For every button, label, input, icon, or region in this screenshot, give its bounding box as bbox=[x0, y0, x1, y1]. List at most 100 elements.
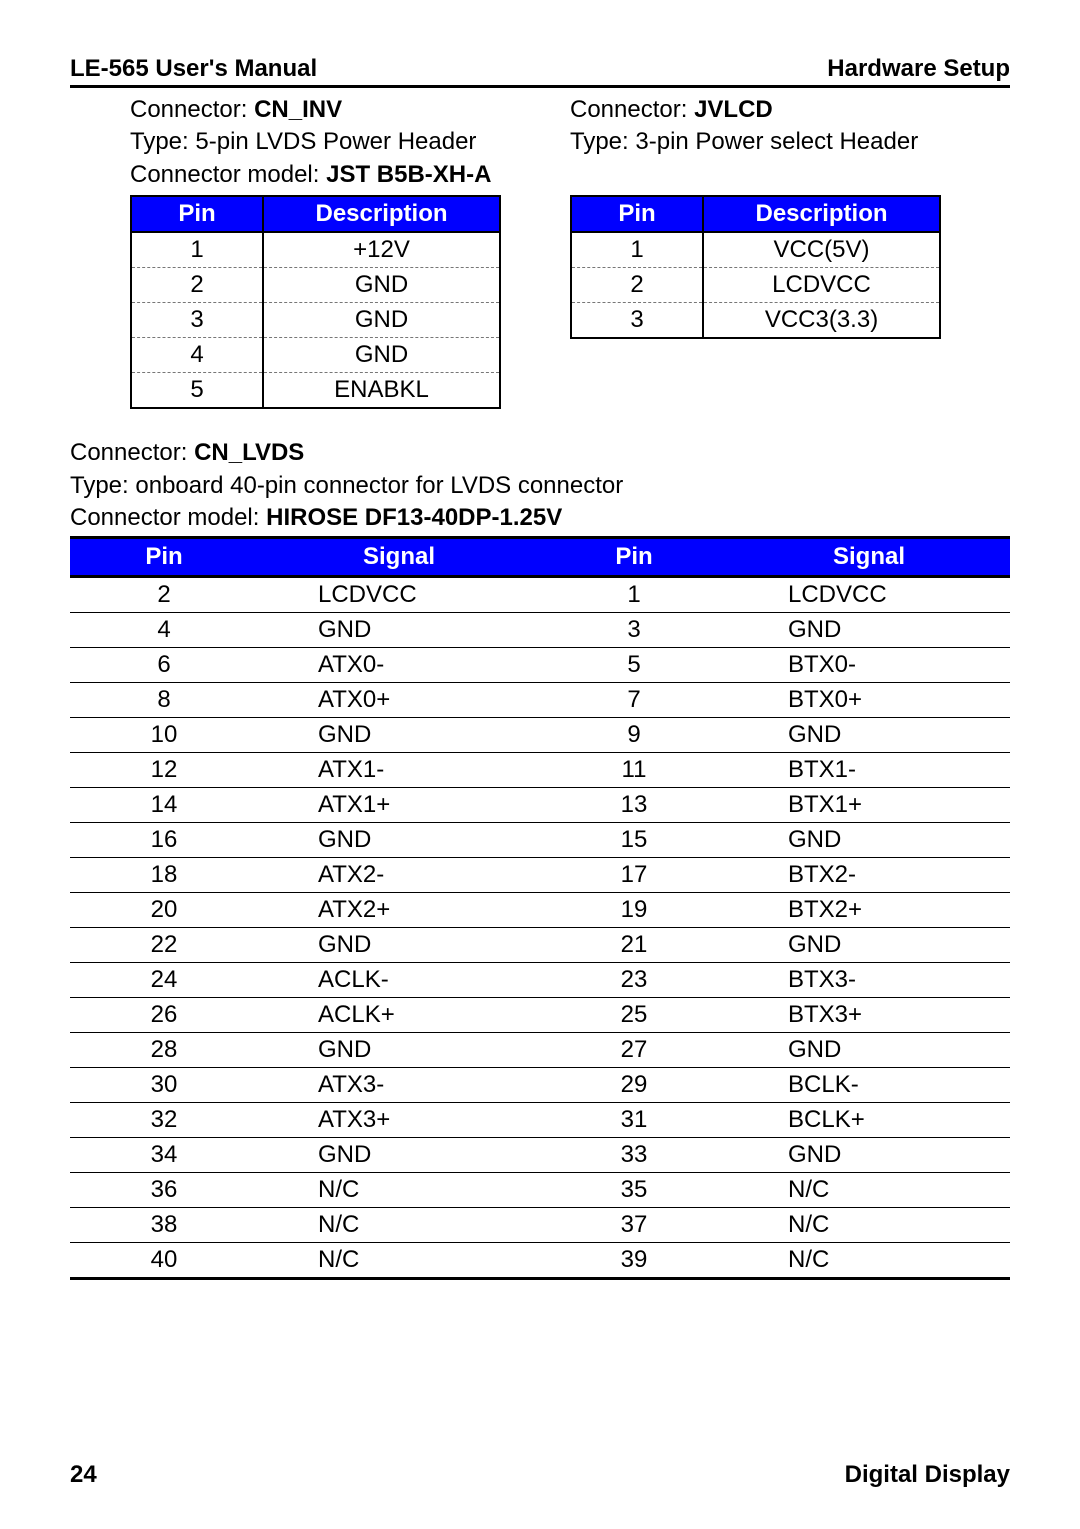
table-row: 5ENABKL bbox=[131, 373, 500, 409]
table-cell: BTX0- bbox=[728, 648, 1010, 683]
table-cell: BTX3+ bbox=[728, 998, 1010, 1033]
table-cell: 15 bbox=[540, 823, 728, 858]
table-cell: 20 bbox=[70, 893, 258, 928]
table-cell: N/C bbox=[258, 1173, 540, 1208]
cn-lvds-block: Connector: CN_LVDS Type: onboard 40-pin … bbox=[70, 437, 1010, 1280]
th-desc: Description bbox=[263, 196, 500, 232]
table-cell: 28 bbox=[70, 1033, 258, 1068]
th-pin: Pin bbox=[131, 196, 263, 232]
th-desc: Description bbox=[703, 196, 940, 232]
table-cell: 18 bbox=[70, 858, 258, 893]
table-cell: 36 bbox=[70, 1173, 258, 1208]
table-cell: ATX1+ bbox=[258, 788, 540, 823]
table-cell: GND bbox=[728, 928, 1010, 963]
table-cell: BTX2+ bbox=[728, 893, 1010, 928]
table-cell: 8 bbox=[70, 683, 258, 718]
cn-inv-type: Type: 5-pin LVDS Power Header bbox=[70, 126, 510, 158]
table-cell: GND bbox=[728, 823, 1010, 858]
th-sig-b: Signal bbox=[728, 538, 1010, 577]
table-cell: LCDVCC bbox=[728, 577, 1010, 613]
table-row: 20ATX2+19BTX2+ bbox=[70, 893, 1010, 928]
th-pin-b: Pin bbox=[540, 538, 728, 577]
table-row: 3GND bbox=[131, 303, 500, 338]
table-row: 4GND3GND bbox=[70, 613, 1010, 648]
table-cell: 4 bbox=[131, 338, 263, 373]
table-row: 24ACLK-23BTX3- bbox=[70, 963, 1010, 998]
table-row: 16GND15GND bbox=[70, 823, 1010, 858]
table-cell: 34 bbox=[70, 1138, 258, 1173]
table-cell: 26 bbox=[70, 998, 258, 1033]
cn-inv-model: Connector model: JST B5B-XH-A bbox=[70, 159, 510, 191]
table-cell: N/C bbox=[728, 1173, 1010, 1208]
table-cell: GND bbox=[728, 718, 1010, 753]
table-cell: GND bbox=[728, 1033, 1010, 1068]
table-cell: 4 bbox=[70, 613, 258, 648]
table-cell: 27 bbox=[540, 1033, 728, 1068]
table-cell: 19 bbox=[540, 893, 728, 928]
table-cell: 40 bbox=[70, 1243, 258, 1279]
table-cell: ATX1- bbox=[258, 753, 540, 788]
table-row: 36N/C35N/C bbox=[70, 1173, 1010, 1208]
table-cell: N/C bbox=[728, 1208, 1010, 1243]
table-row: 28GND27GND bbox=[70, 1033, 1010, 1068]
table-cell: ACLK+ bbox=[258, 998, 540, 1033]
jvlcd-type: Type: 3-pin Power select Header bbox=[570, 126, 1010, 158]
table-cell: 3 bbox=[131, 303, 263, 338]
table-row: 6ATX0-5BTX0- bbox=[70, 648, 1010, 683]
table-cell: 2 bbox=[571, 268, 703, 303]
table-row: 26ACLK+25BTX3+ bbox=[70, 998, 1010, 1033]
cn-lvds-connector: Connector: CN_LVDS bbox=[70, 437, 1010, 469]
table-row: 4GND bbox=[131, 338, 500, 373]
page-footer: 24 Digital Display bbox=[70, 1461, 1010, 1489]
table-cell: +12V bbox=[263, 232, 500, 268]
table-cell: ATX3- bbox=[258, 1068, 540, 1103]
table-cell: BTX0+ bbox=[728, 683, 1010, 718]
cn-lvds-type: Type: onboard 40-pin connector for LVDS … bbox=[70, 470, 1010, 502]
jvlcd-table: Pin Description 1VCC(5V)2LCDVCC3VCC3(3.3… bbox=[570, 195, 941, 339]
table-cell: GND bbox=[258, 1138, 540, 1173]
table-row: 2LCDVCC1LCDVCC bbox=[70, 577, 1010, 613]
th-pin: Pin bbox=[571, 196, 703, 232]
cn-inv-block: Connector: CN_INV Type: 5-pin LVDS Power… bbox=[70, 94, 510, 409]
table-row: 2LCDVCC bbox=[571, 268, 940, 303]
page-header: LE-565 User's Manual Hardware Setup bbox=[70, 55, 1010, 88]
table-cell: 5 bbox=[540, 648, 728, 683]
table-cell: ACLK- bbox=[258, 963, 540, 998]
table-cell: BCLK+ bbox=[728, 1103, 1010, 1138]
page: LE-565 User's Manual Hardware Setup Conn… bbox=[0, 0, 1080, 1529]
table-cell: ATX2- bbox=[258, 858, 540, 893]
table-cell: 30 bbox=[70, 1068, 258, 1103]
header-left: LE-565 User's Manual bbox=[70, 55, 317, 83]
table-cell: 9 bbox=[540, 718, 728, 753]
table-cell: 16 bbox=[70, 823, 258, 858]
table-row: 10GND9GND bbox=[70, 718, 1010, 753]
table-row: 1VCC(5V) bbox=[571, 232, 940, 268]
table-row: 32ATX3+31BCLK+ bbox=[70, 1103, 1010, 1138]
table-cell: GND bbox=[258, 613, 540, 648]
table-cell: 24 bbox=[70, 963, 258, 998]
table-cell: 12 bbox=[70, 753, 258, 788]
table-row: 18ATX2-17BTX2- bbox=[70, 858, 1010, 893]
table-cell: 2 bbox=[131, 268, 263, 303]
table-cell: GND bbox=[258, 1033, 540, 1068]
table-cell: 35 bbox=[540, 1173, 728, 1208]
table-cell: ATX2+ bbox=[258, 893, 540, 928]
table-cell: GND bbox=[263, 268, 500, 303]
table-cell: 25 bbox=[540, 998, 728, 1033]
table-cell: ENABKL bbox=[263, 373, 500, 409]
table-cell: 32 bbox=[70, 1103, 258, 1138]
table-cell: N/C bbox=[258, 1208, 540, 1243]
table-row: 30ATX3-29BCLK- bbox=[70, 1068, 1010, 1103]
table-cell: N/C bbox=[728, 1243, 1010, 1279]
table-cell: GND bbox=[258, 823, 540, 858]
table-cell: 38 bbox=[70, 1208, 258, 1243]
header-right: Hardware Setup bbox=[827, 55, 1010, 83]
table-cell: 7 bbox=[540, 683, 728, 718]
table-cell: 21 bbox=[540, 928, 728, 963]
table-cell: BCLK- bbox=[728, 1068, 1010, 1103]
table-cell: 29 bbox=[540, 1068, 728, 1103]
table-cell: BTX1- bbox=[728, 753, 1010, 788]
table-cell: 6 bbox=[70, 648, 258, 683]
table-cell: LCDVCC bbox=[258, 577, 540, 613]
footer-section: Digital Display bbox=[845, 1461, 1010, 1489]
